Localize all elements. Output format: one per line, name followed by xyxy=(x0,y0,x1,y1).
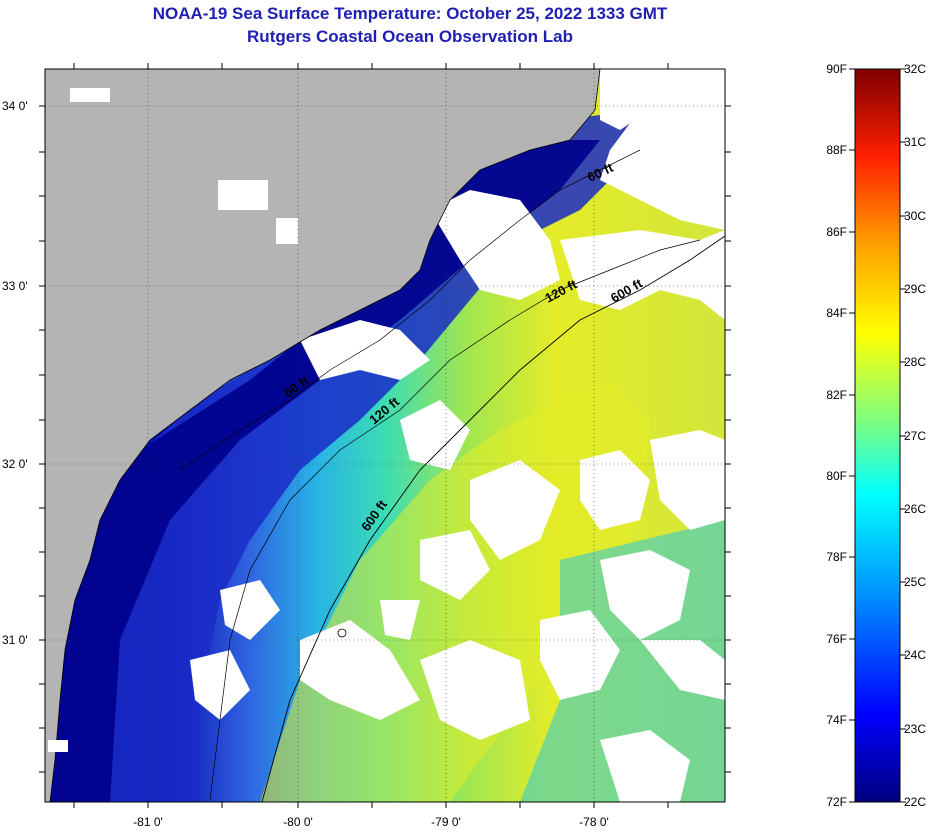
cbar-c-24: 24C xyxy=(904,648,926,662)
lat-label-31: 31 0' xyxy=(2,633,28,647)
cbar-c-31: 31C xyxy=(904,135,926,149)
cbar-c-32: 32C xyxy=(904,62,926,76)
map-title: NOAA-19 Sea Surface Temperature: October… xyxy=(152,4,668,23)
cbar-f-90: 90F xyxy=(826,62,847,76)
graticule xyxy=(45,69,725,802)
lon-label-80: -80 0' xyxy=(283,815,313,829)
contour-60ft xyxy=(179,149,641,471)
lon-label-78: -78 0' xyxy=(579,815,609,829)
cbar-c-30: 30C xyxy=(904,209,926,223)
inland-lake xyxy=(218,180,268,210)
cbar-f-76: 76F xyxy=(826,632,847,646)
cbar-f-88: 88F xyxy=(826,143,847,157)
nearshore-cold-water xyxy=(45,140,600,802)
lat-label-33: 33 0' xyxy=(2,279,28,293)
map-ticks xyxy=(39,63,731,808)
colorbar-ticks xyxy=(849,68,906,803)
lat-label-34: 34 0' xyxy=(2,99,28,113)
cbar-f-78: 78F xyxy=(826,550,847,564)
cbar-f-86: 86F xyxy=(826,225,847,239)
lon-label-81: -81 0' xyxy=(133,815,163,829)
cbar-f-82: 82F xyxy=(826,388,847,402)
marker-circle xyxy=(337,628,347,638)
inland-lake xyxy=(276,218,298,244)
cloud-mask xyxy=(190,90,725,802)
lon-label-79: -79 0' xyxy=(431,815,461,829)
cbar-c-29: 29C xyxy=(904,282,926,296)
cbar-f-80: 80F xyxy=(826,469,847,483)
land-north xyxy=(600,69,725,130)
contour-120ft xyxy=(209,239,701,801)
lat-label-32: 32 0' xyxy=(2,457,28,471)
cbar-c-23: 23C xyxy=(904,722,926,736)
cbar-c-22: 22C xyxy=(904,795,926,809)
cbar-c-28: 28C xyxy=(904,355,926,369)
cbar-f-74: 74F xyxy=(826,713,847,727)
contour-600ft xyxy=(261,235,725,802)
inland-lake xyxy=(70,88,110,102)
land-mainland xyxy=(45,69,600,802)
inland-lake xyxy=(48,740,68,752)
map-frame xyxy=(44,68,726,803)
map-subtitle: Rutgers Coastal Ocean Observation Lab xyxy=(247,27,573,46)
colorbar xyxy=(854,68,901,803)
cbar-c-25: 25C xyxy=(904,575,926,589)
map-imagery: 60 ft 60 ft 120 ft 120 ft 600 ft 600 ft xyxy=(45,69,725,802)
cbar-c-27: 27C xyxy=(904,429,926,443)
cbar-f-84: 84F xyxy=(826,306,847,320)
cbar-f-72: 72F xyxy=(826,795,847,809)
inshore-cold-water xyxy=(45,110,640,802)
cbar-c-26: 26C xyxy=(904,502,926,516)
coastline xyxy=(49,69,601,802)
